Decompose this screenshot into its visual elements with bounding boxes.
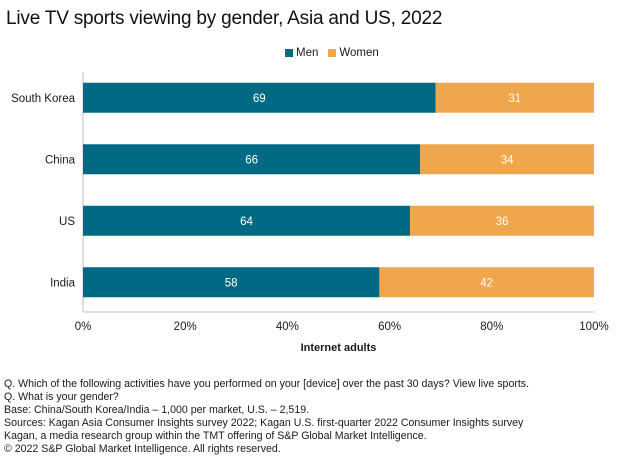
x-tick-label: 80%: [480, 321, 503, 333]
data-label-women: 36: [496, 216, 509, 228]
footnote-question-1: Q. Which of the following activities hav…: [4, 378, 530, 390]
bar-men: [83, 205, 411, 236]
data-label-men: 58: [225, 277, 238, 289]
x-tick-label: 100%: [579, 321, 608, 333]
bar-women: [435, 82, 594, 113]
chart-title: Live TV sports viewing by gender, Asia a…: [6, 8, 443, 29]
legend-label-women: Women: [339, 47, 379, 59]
x-tick-label: 60%: [378, 321, 401, 333]
data-label-men: 66: [245, 154, 258, 166]
legend-swatch-women: [328, 49, 337, 57]
x-tick-label: 0%: [75, 321, 92, 333]
bar-men: [83, 82, 436, 113]
legend: Men Women: [285, 47, 379, 59]
data-label-women: 34: [501, 154, 514, 166]
bar-women: [410, 205, 594, 236]
bar-men: [83, 267, 380, 298]
category-label: China: [45, 154, 76, 166]
bar-chart: South Korea 69 31 China 66 34 US 64 36 India 58 42 0…: [11, 72, 609, 354]
data-label-men: 64: [240, 216, 253, 228]
legend-label-men: Men: [296, 47, 319, 59]
category-label: India: [50, 277, 76, 289]
bar-women: [379, 267, 594, 298]
data-label-women: 42: [480, 277, 493, 289]
footnote-copyright: © 2022 S&P Global Market Intelligence. A…: [4, 443, 281, 455]
category-label: South Korea: [11, 93, 76, 105]
footnote-sources: Sources: Kagan Asia Consumer Insights su…: [4, 417, 524, 429]
data-label-women: 31: [508, 93, 521, 105]
category-label: US: [59, 216, 75, 228]
bar-women: [420, 144, 594, 175]
data-label-men: 69: [253, 93, 266, 105]
legend-item-men: Men: [285, 47, 318, 59]
footnote-question-2: Q. What is your gender?: [4, 391, 119, 403]
x-tick-label: 40%: [276, 321, 299, 333]
legend-swatch-men: [285, 49, 293, 57]
x-axis-title: Internet adults: [301, 342, 377, 354]
footnote-base: Base: China/South Korea/India – 1,000 pe…: [4, 404, 310, 416]
x-tick-label: 20%: [174, 321, 197, 333]
footnotes: Q. Which of the following activities hav…: [4, 378, 529, 456]
bar-men: [83, 144, 421, 175]
footnote-kagan: Kagan, a media research group within the…: [4, 430, 427, 442]
legend-item-women: Women: [328, 47, 379, 59]
